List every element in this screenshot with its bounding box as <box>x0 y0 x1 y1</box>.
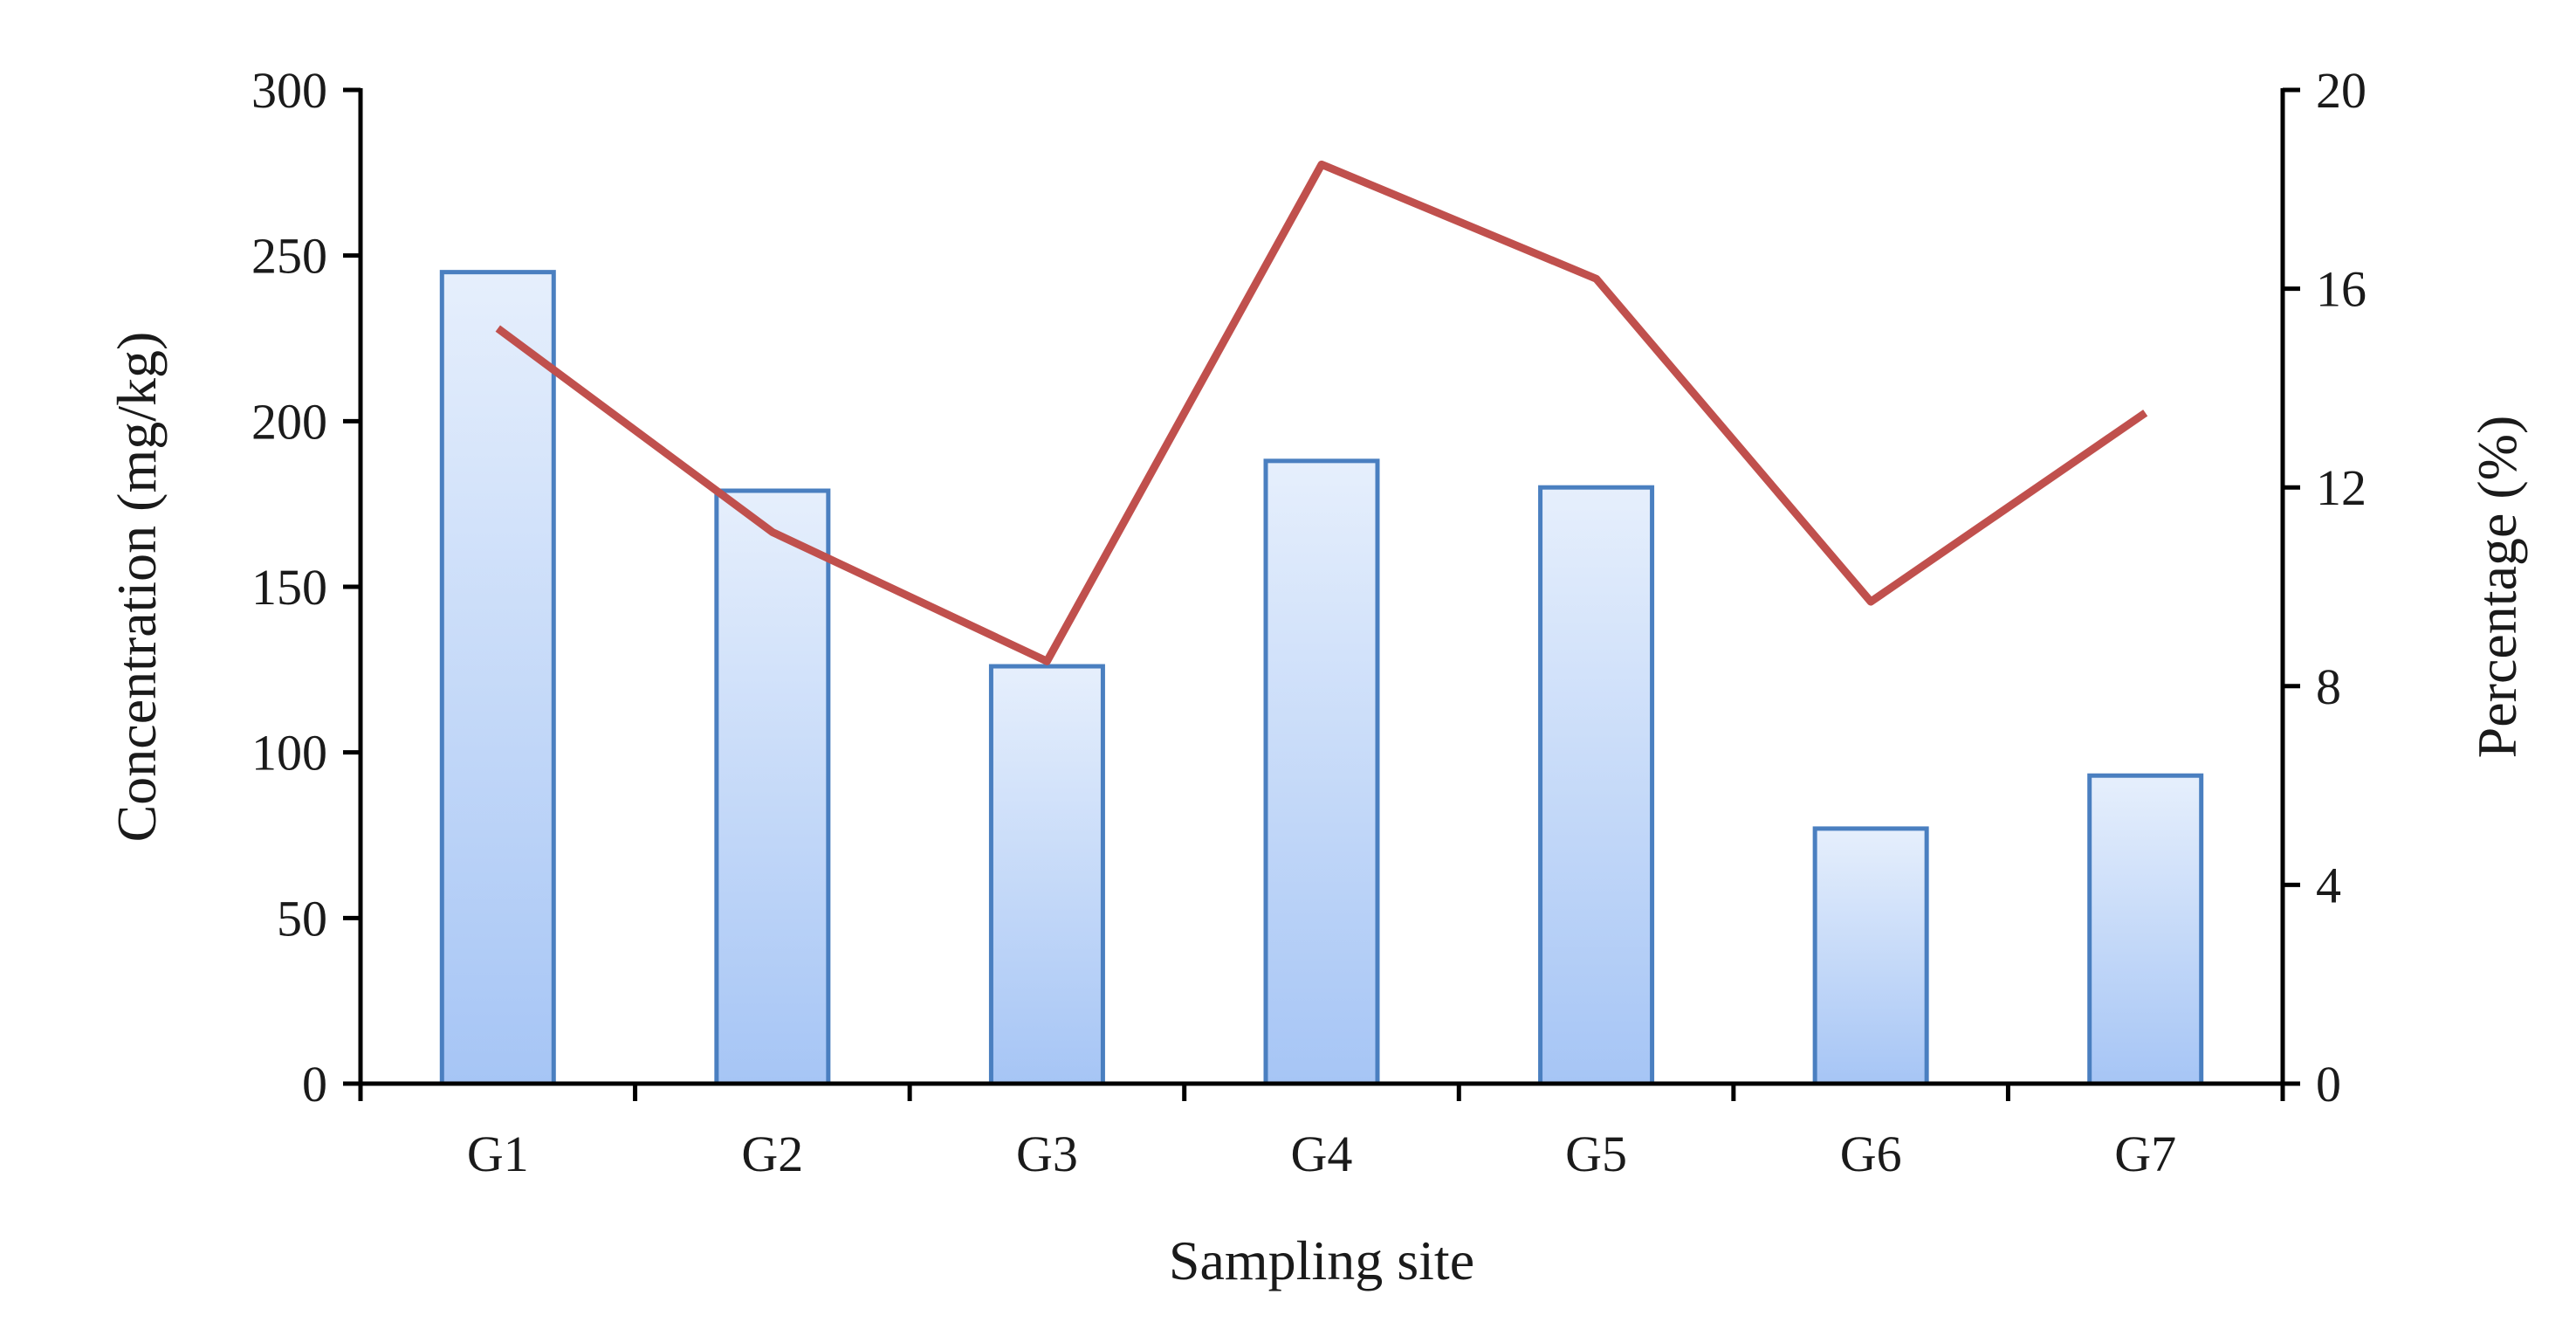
left-y-tick-label: 250 <box>251 228 327 285</box>
bar-G3 <box>988 664 1105 1086</box>
x-tick-label-G6: G6 <box>1840 1126 1902 1182</box>
bar-G6 <box>1812 826 1929 1086</box>
right-y-tick-label: 0 <box>2316 1056 2341 1112</box>
left-y-tick-label: 300 <box>251 62 327 119</box>
bar-G4 <box>1263 458 1380 1086</box>
bar-G2 <box>714 488 831 1086</box>
right-y-tick-label: 16 <box>2316 261 2366 318</box>
x-tick-label-G7: G7 <box>2114 1126 2176 1182</box>
left-y-tick-label: 150 <box>251 559 327 616</box>
bars <box>439 270 2204 1086</box>
x-tick-label-G5: G5 <box>1565 1126 1627 1182</box>
bar-G7 <box>2087 773 2204 1086</box>
right-y-tick-label: 20 <box>2316 62 2366 119</box>
left-y-tick-label: 0 <box>302 1056 327 1112</box>
left-y-axis-title: Concentration (mg/kg) <box>106 332 168 843</box>
percentage-line-series <box>495 160 2148 665</box>
x-tick-label-G4: G4 <box>1291 1126 1353 1182</box>
bar-G1 <box>439 270 556 1086</box>
tick-labels: 0 50 100 150 200 250 300 0 4 8 12 16 20 G1 G2 G3 G4 G5 G6 G… <box>251 62 2366 1182</box>
bar-G5 <box>1538 485 1655 1086</box>
axes <box>343 87 2300 1101</box>
x-tick-label-G1: G1 <box>467 1126 529 1182</box>
left-y-tick-label: 100 <box>251 725 327 782</box>
x-axis-title: Sampling site <box>1169 1229 1474 1291</box>
x-tick-label-G3: G3 <box>1016 1126 1078 1182</box>
right-y-axis-title: Percentage (%) <box>2466 416 2528 759</box>
right-y-tick-label: 8 <box>2316 658 2341 715</box>
right-y-tick-label: 4 <box>2316 857 2341 913</box>
left-y-tick-label: 200 <box>251 393 327 450</box>
x-tick-label-G2: G2 <box>741 1126 803 1182</box>
left-y-tick-label: 50 <box>277 890 327 947</box>
right-y-tick-label: 12 <box>2316 459 2366 516</box>
